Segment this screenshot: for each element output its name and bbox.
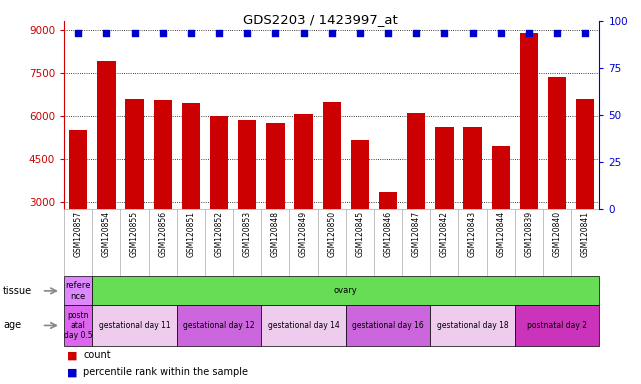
Text: GSM120844: GSM120844 — [496, 211, 505, 257]
Point — [327, 30, 337, 36]
Text: GSM120839: GSM120839 — [524, 211, 533, 257]
Point — [467, 30, 478, 36]
Point — [299, 30, 309, 36]
Point — [383, 30, 393, 36]
Text: gestational day 12: gestational day 12 — [183, 321, 255, 330]
Text: GDS2203 / 1423997_at: GDS2203 / 1423997_at — [243, 13, 398, 26]
Text: tissue: tissue — [3, 286, 32, 296]
Point — [158, 30, 168, 36]
Bar — [520, 33, 538, 288]
Bar — [492, 146, 510, 288]
Text: postn
atal
day 0.5: postn atal day 0.5 — [64, 311, 92, 340]
Bar — [548, 77, 566, 288]
Bar — [181, 103, 200, 288]
Text: ■: ■ — [67, 350, 78, 360]
Bar — [463, 127, 482, 288]
Bar — [322, 101, 341, 288]
Text: GSM120842: GSM120842 — [440, 211, 449, 257]
Text: GSM120851: GSM120851 — [187, 211, 196, 257]
Text: gestational day 18: gestational day 18 — [437, 321, 508, 330]
Bar — [210, 116, 228, 288]
Text: age: age — [3, 320, 21, 331]
Text: ■: ■ — [67, 367, 78, 377]
Point — [271, 30, 281, 36]
Point — [73, 30, 83, 36]
Bar — [69, 130, 87, 288]
Text: count: count — [83, 350, 111, 360]
Text: GSM120857: GSM120857 — [74, 211, 83, 257]
Bar — [154, 100, 172, 288]
Text: percentile rank within the sample: percentile rank within the sample — [83, 367, 248, 377]
Bar — [266, 123, 285, 288]
Point — [580, 30, 590, 36]
Point — [439, 30, 449, 36]
Point — [214, 30, 224, 36]
Text: GSM120841: GSM120841 — [581, 211, 590, 257]
Text: GSM120853: GSM120853 — [243, 211, 252, 257]
Text: GSM120850: GSM120850 — [327, 211, 337, 257]
Point — [552, 30, 562, 36]
Text: postnatal day 2: postnatal day 2 — [527, 321, 587, 330]
Bar — [126, 99, 144, 288]
Bar — [379, 192, 397, 288]
Text: ovary: ovary — [334, 286, 358, 295]
Point — [186, 30, 196, 36]
Text: GSM120840: GSM120840 — [553, 211, 562, 257]
Point — [242, 30, 253, 36]
Text: gestational day 16: gestational day 16 — [352, 321, 424, 330]
Text: GSM120846: GSM120846 — [383, 211, 392, 257]
Text: GSM120843: GSM120843 — [468, 211, 477, 257]
Text: GSM120854: GSM120854 — [102, 211, 111, 257]
Point — [495, 30, 506, 36]
Bar — [238, 120, 256, 288]
Text: GSM120849: GSM120849 — [299, 211, 308, 257]
Text: GSM120845: GSM120845 — [355, 211, 364, 257]
Point — [524, 30, 534, 36]
Bar — [576, 99, 594, 288]
Point — [101, 30, 112, 36]
Text: GSM120852: GSM120852 — [215, 211, 224, 257]
Bar — [294, 114, 313, 288]
Point — [411, 30, 421, 36]
Bar — [351, 140, 369, 288]
Text: gestational day 14: gestational day 14 — [268, 321, 340, 330]
Point — [129, 30, 140, 36]
Text: GSM120856: GSM120856 — [158, 211, 167, 257]
Text: refere
nce: refere nce — [65, 281, 91, 301]
Bar — [435, 127, 454, 288]
Bar — [97, 61, 115, 288]
Text: GSM120847: GSM120847 — [412, 211, 420, 257]
Text: gestational day 11: gestational day 11 — [99, 321, 171, 330]
Text: GSM120848: GSM120848 — [271, 211, 280, 257]
Text: GSM120855: GSM120855 — [130, 211, 139, 257]
Bar — [407, 113, 426, 288]
Point — [354, 30, 365, 36]
